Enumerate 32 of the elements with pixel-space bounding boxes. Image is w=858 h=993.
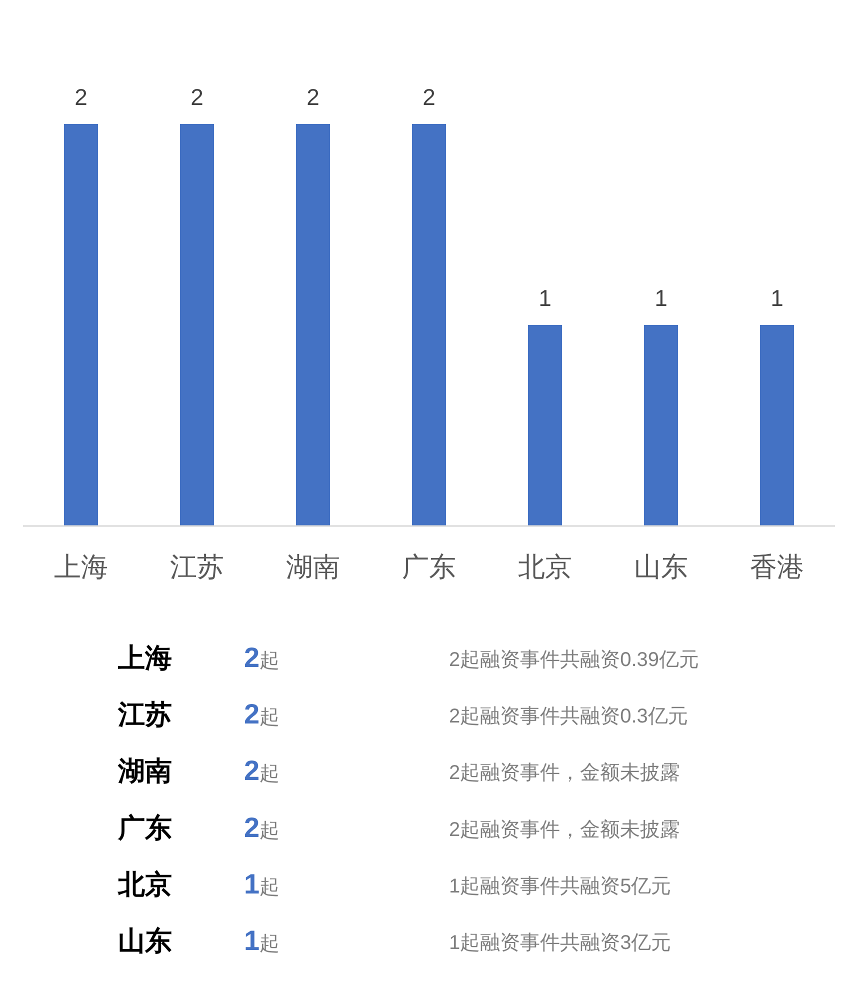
data-label: 1 [654, 285, 668, 311]
x-tick-label: 广东 [402, 552, 456, 582]
category-label: 上海 [117, 643, 172, 673]
data-label: 2 [190, 84, 204, 110]
data-label: 1 [770, 285, 784, 311]
text: 2起 [244, 812, 280, 843]
data-label: 2 [74, 84, 88, 110]
category-label: 广东 [117, 812, 172, 843]
text: 2起融资事件共融资0.39亿元 [449, 649, 700, 671]
data-label: 1 [538, 285, 552, 311]
category-label: 山东 [118, 926, 172, 956]
x-tick-label: 山东 [634, 552, 688, 582]
text: 2起 [244, 755, 280, 786]
text: 1起融资事件共融资5亿元 [449, 875, 672, 898]
text: 2起 [244, 698, 280, 730]
category-label: 北京 [117, 869, 172, 900]
category-label: 湖南 [117, 756, 172, 786]
text: 2起融资事件共融资0.3亿元 [449, 706, 688, 728]
x-tick-label: 湖南 [286, 552, 340, 582]
x-tick-label: 北京 [518, 552, 572, 582]
text: 2起融资事件，金额未披露 [449, 818, 680, 841]
text: 1起 [244, 868, 280, 900]
data-label: 2 [306, 84, 320, 110]
text: 2起融资事件，金额未披露 [449, 762, 680, 784]
x-tick-label: 上海 [54, 552, 108, 582]
data-label: 2 [422, 84, 436, 110]
text: 2起 [244, 642, 280, 673]
category-label: 江苏 [117, 700, 172, 730]
text: 1起融资事件共融资3亿元 [449, 932, 672, 954]
x-tick-label: 香港 [750, 552, 804, 582]
x-tick-label: 江苏 [170, 552, 224, 582]
text: 1起 [244, 925, 280, 956]
